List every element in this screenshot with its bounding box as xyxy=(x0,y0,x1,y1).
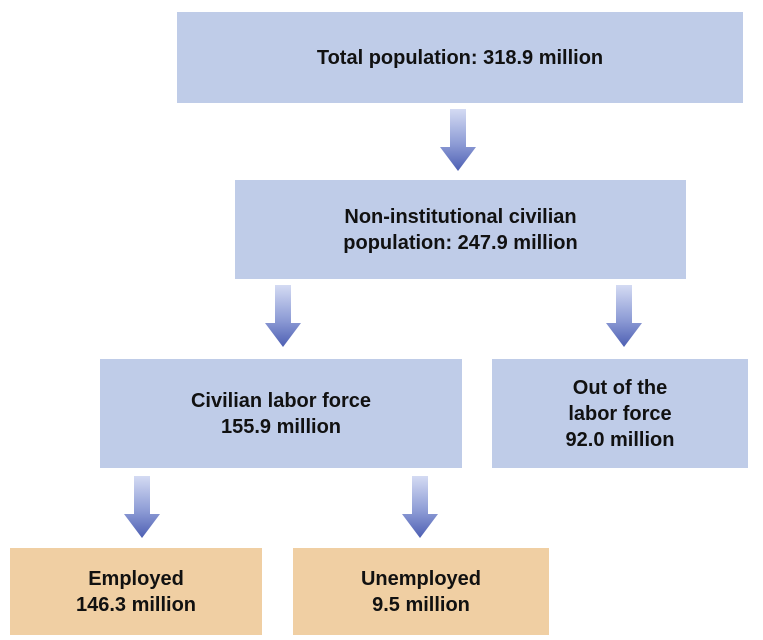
noninstitutional-line2: population: 247.9 million xyxy=(343,231,578,254)
out-of-labor-force-box: Out of the labor force 92.0 million xyxy=(492,359,748,468)
total-population-box: Total population: 318.9 million xyxy=(177,12,743,103)
out-of-labor-force-line1: Out of the xyxy=(572,376,668,399)
labor-force-line2: 155.9 million xyxy=(220,415,342,438)
total-population-label: Total population: 318.9 million xyxy=(316,46,604,69)
noninstitutional-line1: Non-institutional civilian xyxy=(344,205,577,228)
down-arrow-icon xyxy=(402,476,438,538)
out-of-labor-force-line3: 92.0 million xyxy=(565,428,675,451)
employed-line1: Employed xyxy=(88,567,184,590)
employed-box: Employed 146.3 million xyxy=(10,548,262,635)
labor-force-line1: Civilian labor force xyxy=(190,389,372,412)
unemployed-line1: Unemployed xyxy=(360,567,482,590)
out-of-labor-force-line2: labor force xyxy=(568,402,672,425)
down-arrow-icon xyxy=(440,109,476,171)
employed-line2: 146.3 million xyxy=(75,593,197,616)
civilian-labor-force-box: Civilian labor force 155.9 million xyxy=(100,359,462,468)
down-arrow-icon xyxy=(265,285,301,347)
down-arrow-icon xyxy=(606,285,642,347)
noninstitutional-population-box: Non-institutional civilian population: 2… xyxy=(235,180,686,279)
unemployed-line2: 9.5 million xyxy=(372,593,470,616)
down-arrow-icon xyxy=(124,476,160,538)
unemployed-box: Unemployed 9.5 million xyxy=(293,548,549,635)
